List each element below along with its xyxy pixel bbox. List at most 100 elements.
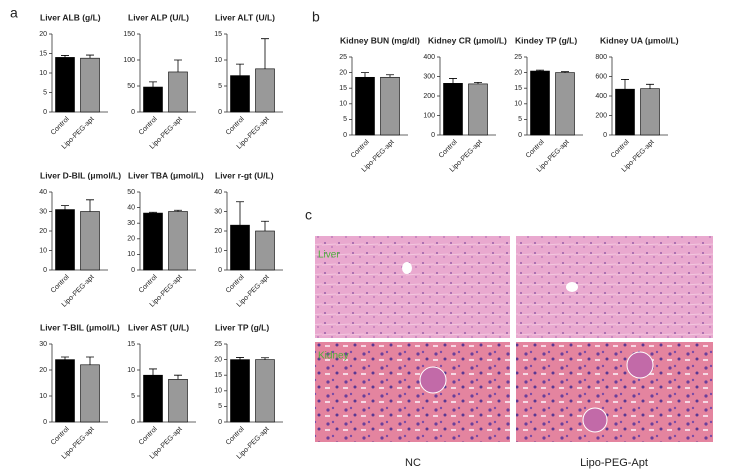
- y-tick-label: 5: [518, 116, 522, 123]
- y-tick-label: 20: [39, 367, 47, 374]
- y-tick-label: 10: [214, 57, 222, 64]
- x-tick-label: Control: [50, 273, 71, 294]
- bar: [55, 209, 75, 271]
- y-tick-label: 20: [214, 228, 222, 235]
- y-tick-label: 10: [39, 393, 47, 400]
- bar: [143, 86, 163, 113]
- y-tick-label: 10: [514, 101, 522, 108]
- bar: [255, 359, 275, 423]
- error-bar: [646, 83, 654, 89]
- y-tick-label: 5: [131, 393, 135, 400]
- panel-label: c: [305, 207, 312, 223]
- y-tick-label: 30: [39, 341, 47, 348]
- bar: [230, 224, 250, 271]
- bar: [168, 211, 188, 271]
- x-tick-label: Control: [138, 115, 159, 136]
- x-tick-label: Control: [525, 138, 546, 159]
- glomerulus: [626, 351, 654, 379]
- error-bar: [149, 81, 157, 88]
- y-tick-label: 15: [214, 31, 222, 38]
- y-tick-label: 10: [127, 251, 135, 258]
- chart-title: Liver TBA (μmol/L): [128, 170, 204, 180]
- y-tick-label: 10: [214, 388, 222, 395]
- chart-title: Liver ALB (g/L): [40, 12, 101, 22]
- chart-title: Liver r-gt (U/L): [215, 170, 274, 180]
- y-tick-label: 200: [423, 93, 435, 100]
- vessel: [402, 262, 412, 274]
- y-tick-label: 0: [431, 132, 435, 139]
- error-bar: [261, 220, 269, 231]
- bar: [230, 75, 250, 113]
- chart-title: Liver D-BIL (μmol/L): [40, 170, 121, 180]
- y-tick-label: 15: [39, 50, 47, 57]
- bar: [143, 212, 163, 271]
- error-bar: [149, 368, 157, 376]
- y-tick-label: 5: [218, 403, 222, 410]
- y-tick-label: 15: [514, 85, 522, 92]
- y-tick-label: 40: [214, 189, 222, 196]
- error-bar: [561, 71, 569, 73]
- y-tick-label: 20: [214, 356, 222, 363]
- y-tick-label: 25: [339, 54, 347, 61]
- y-tick-label: 30: [214, 208, 222, 215]
- y-tick-label: 10: [39, 247, 47, 254]
- chart-title: Kidney UA (μmol/L): [600, 35, 679, 45]
- bar: [255, 230, 275, 271]
- error-bar: [386, 74, 394, 78]
- bar: [168, 379, 188, 423]
- bar: [355, 76, 375, 136]
- y-tick-label: 0: [131, 419, 135, 426]
- glomerulus: [582, 407, 608, 433]
- y-tick-label: 30: [127, 220, 135, 227]
- y-tick-label: 200: [595, 112, 607, 119]
- y-tick-label: 0: [43, 267, 47, 274]
- error-bar: [149, 211, 157, 214]
- bar: [443, 83, 463, 136]
- y-tick-label: 150: [123, 31, 135, 38]
- y-tick-label: 15: [127, 341, 135, 348]
- vessel: [566, 282, 578, 292]
- y-tick-label: 10: [39, 70, 47, 77]
- error-bar: [236, 63, 244, 76]
- group-label: NC: [405, 457, 421, 469]
- bar: [255, 68, 275, 113]
- y-tick-label: 0: [218, 419, 222, 426]
- bar: [530, 70, 550, 136]
- y-tick-label: 5: [218, 83, 222, 90]
- y-tick-label: 25: [514, 54, 522, 61]
- y-tick-label: 30: [39, 208, 47, 215]
- bar: [80, 364, 100, 423]
- y-tick-label: 20: [514, 69, 522, 76]
- error-bar: [61, 356, 69, 360]
- error-bar: [86, 356, 94, 365]
- error-bar: [621, 79, 629, 90]
- chart-title: Kindey TP (g/L): [515, 35, 577, 45]
- y-tick-label: 0: [603, 132, 607, 139]
- y-tick-label: 100: [123, 57, 135, 64]
- chart-title: Liver ALT (U/L): [215, 12, 275, 22]
- bar: [168, 71, 188, 113]
- error-bar: [536, 69, 544, 72]
- y-tick-label: 0: [218, 267, 222, 274]
- y-tick-label: 0: [131, 267, 135, 274]
- error-bar: [474, 81, 482, 84]
- x-tick-label: Control: [225, 273, 246, 294]
- y-tick-label: 20: [39, 31, 47, 38]
- y-tick-label: 15: [214, 372, 222, 379]
- bar: [55, 359, 75, 423]
- y-tick-label: 5: [343, 116, 347, 123]
- error-bar: [86, 54, 94, 59]
- error-bar: [236, 201, 244, 226]
- y-tick-label: 15: [339, 85, 347, 92]
- histology-image: [315, 236, 510, 338]
- error-bar: [361, 72, 369, 78]
- error-bar: [174, 59, 182, 72]
- y-tick-label: 10: [127, 367, 135, 374]
- bar: [80, 211, 100, 271]
- y-tick-label: 10: [339, 101, 347, 108]
- chart-title: Liver T-BIL (μmol/L): [40, 322, 120, 332]
- chart-title: Liver ALP (U/L): [128, 12, 189, 22]
- y-tick-label: 0: [43, 109, 47, 116]
- y-tick-label: 0: [343, 132, 347, 139]
- panel-label: a: [10, 5, 18, 21]
